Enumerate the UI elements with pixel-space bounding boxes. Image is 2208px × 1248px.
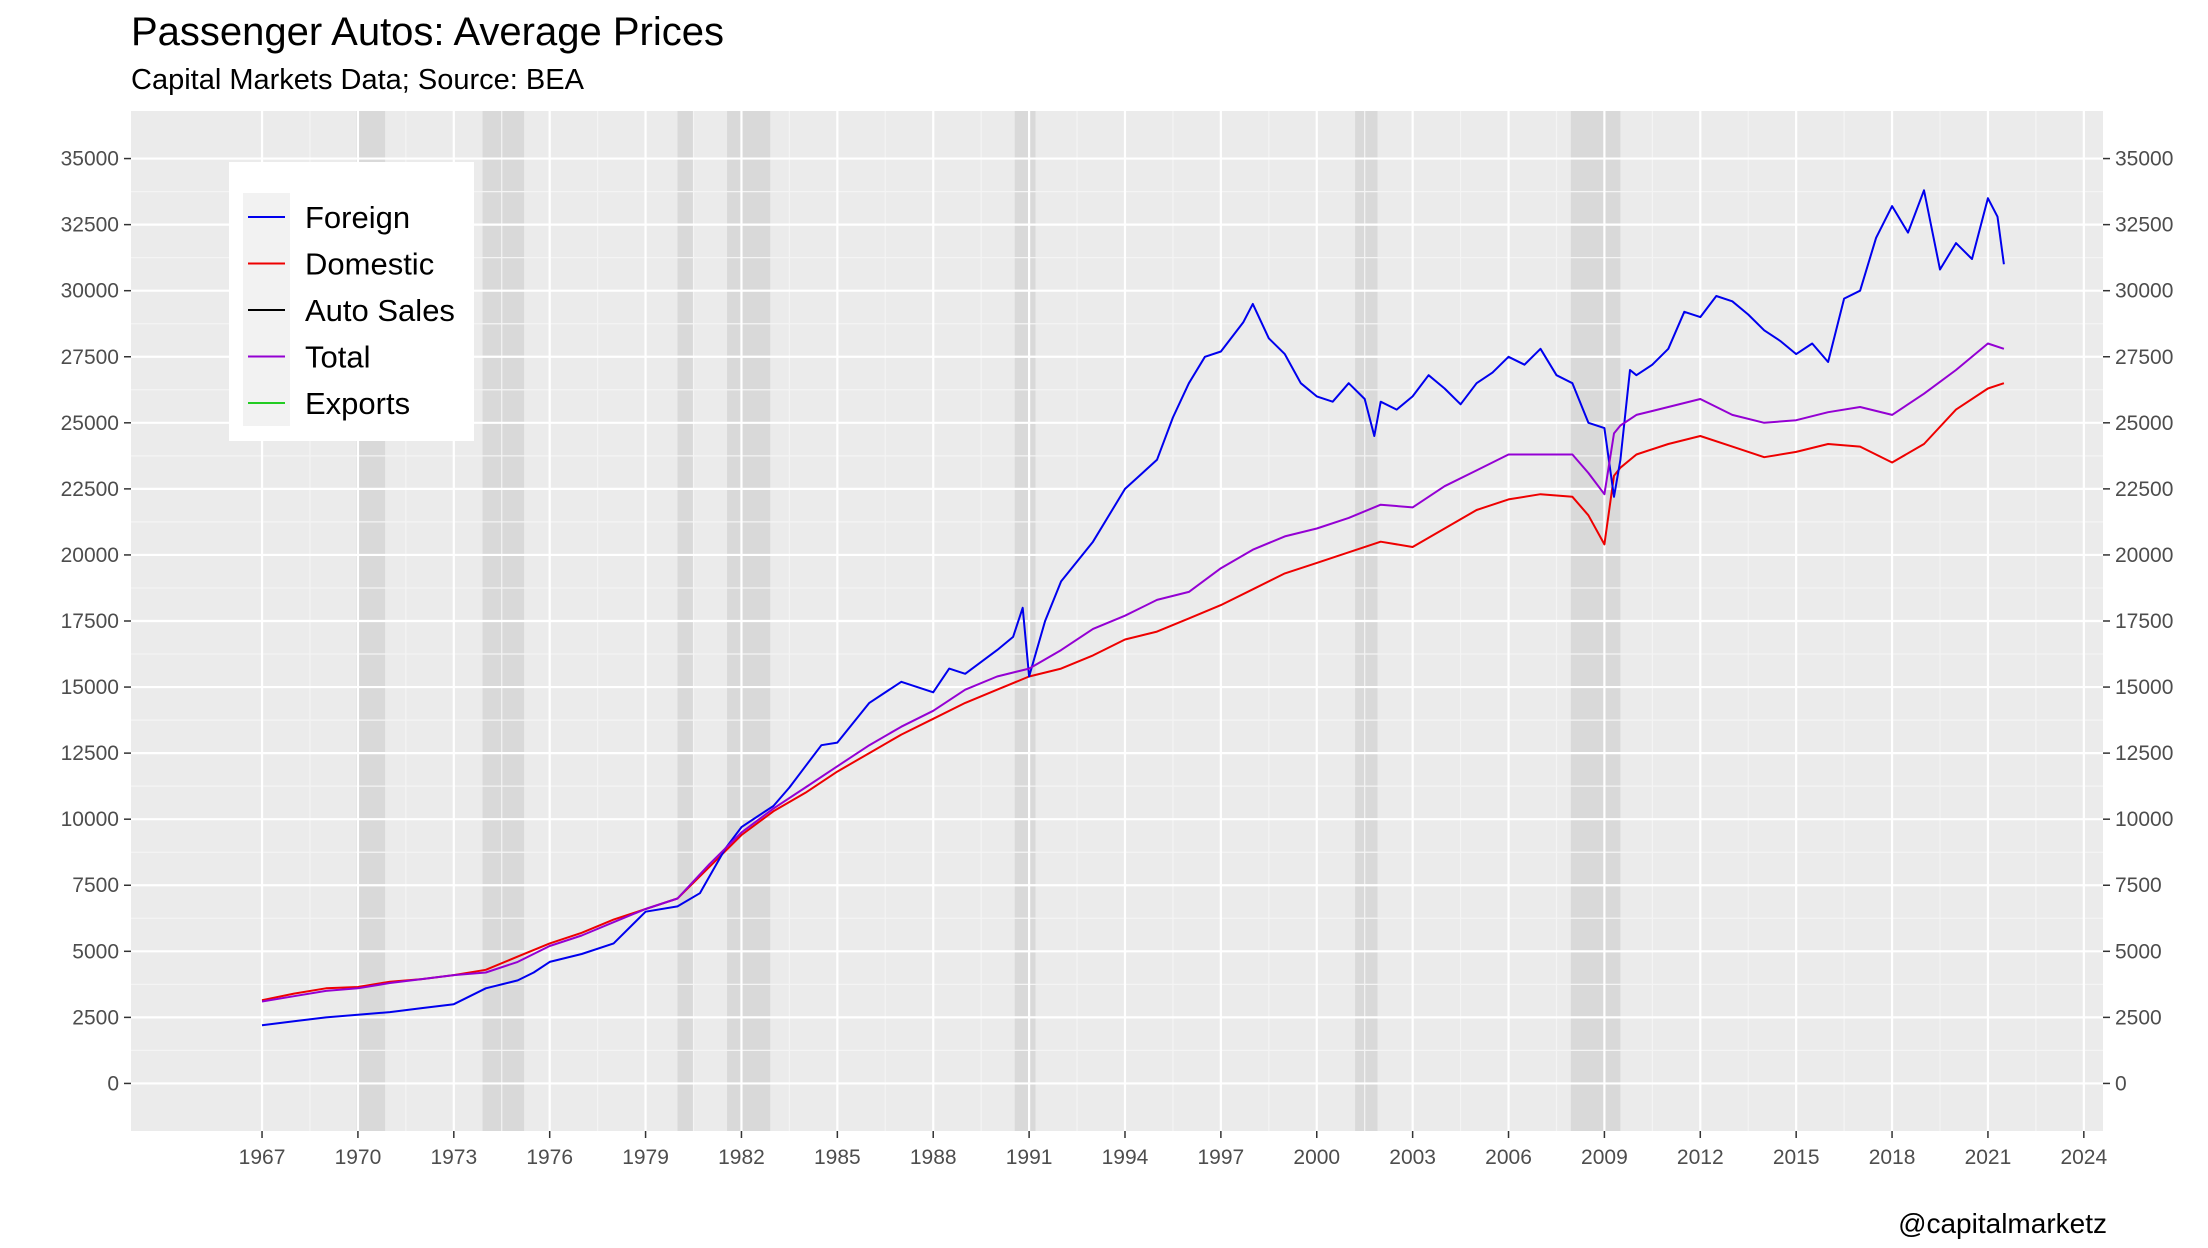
x-tick-label: 2012 <box>1677 1146 1724 1169</box>
x-tick-label: 1997 <box>1198 1146 1245 1169</box>
y-tick-label-right: 5000 <box>2115 940 2162 963</box>
x-tick-label: 1979 <box>622 1146 669 1169</box>
y-tick-label: 2500 <box>72 1006 119 1029</box>
x-tick-label: 1991 <box>1006 1146 1053 1169</box>
x-tick-label: 2021 <box>1965 1146 2012 1169</box>
y-tick-label-right: 20000 <box>2115 544 2173 567</box>
x-tick-label: 1994 <box>1102 1146 1149 1169</box>
y-tick-label-right: 35000 <box>2115 148 2173 171</box>
x-tick-label: 2009 <box>1581 1146 1628 1169</box>
x-tick-label: 1976 <box>526 1146 573 1169</box>
y-tick-label-right: 27500 <box>2115 346 2173 369</box>
y-tick-label: 22500 <box>61 478 119 501</box>
y-tick-label: 15000 <box>61 676 119 699</box>
x-tick-label: 2003 <box>1389 1146 1436 1169</box>
x-tick-label: 1970 <box>335 1146 382 1169</box>
y-tick-label: 17500 <box>61 610 119 633</box>
x-tick-label: 2006 <box>1485 1146 1532 1169</box>
y-axis-left: 0 2500 5000 7500 10000 12500 15000 17500 20000 22… <box>61 148 131 1095</box>
y-axis-right: 0 2500 5000 7500 10000 12500 15000 17500 20000 22… <box>2103 148 2173 1095</box>
series-line-foreign <box>261 189 2005 1027</box>
y-tick-label: 5000 <box>72 940 119 963</box>
x-tick-label: 1985 <box>814 1146 861 1169</box>
chart-title: Passenger Autos: Average Prices <box>131 10 724 54</box>
x-tick-label: 1967 <box>239 1146 286 1169</box>
y-tick-label: 12500 <box>61 742 119 765</box>
series-lines <box>261 189 2005 1027</box>
x-tick-label: 2015 <box>1773 1146 1820 1169</box>
y-tick-label: 25000 <box>61 412 119 435</box>
x-axis: 1967 1970 1973 1976 1979 1982 1985 1988 1991 1994… <box>239 1131 2108 1169</box>
y-tick-label-right: 32500 <box>2115 214 2173 237</box>
y-tick-label-right: 10000 <box>2115 808 2173 831</box>
x-tick-label: 2018 <box>1869 1146 1916 1169</box>
x-tick-label: 1973 <box>430 1146 477 1169</box>
y-tick-label: 7500 <box>72 874 119 897</box>
y-tick-label: 35000 <box>61 148 119 171</box>
y-tick-label-right: 12500 <box>2115 742 2173 765</box>
legend-label: Foreign <box>305 200 410 235</box>
y-tick-label-right: 0 <box>2115 1072 2127 1095</box>
series-line-total <box>261 342 2005 1003</box>
x-tick-label: 1982 <box>718 1146 765 1169</box>
y-tick-label-right: 7500 <box>2115 874 2162 897</box>
series-line-domestic <box>261 382 2005 1002</box>
legend-label: Domestic <box>305 247 434 282</box>
y-tick-label: 20000 <box>61 544 119 567</box>
y-tick-label-right: 2500 <box>2115 1006 2162 1029</box>
y-tick-label-right: 17500 <box>2115 610 2173 633</box>
x-tick-label: 2024 <box>2060 1146 2107 1169</box>
legend-label: Total <box>305 340 370 375</box>
x-tick-label: 1988 <box>910 1146 957 1169</box>
y-tick-label: 0 <box>107 1072 119 1095</box>
chart-subtitle: Capital Markets Data; Source: BEA <box>131 64 584 96</box>
y-tick-label-right: 30000 <box>2115 280 2173 303</box>
y-tick-label-right: 15000 <box>2115 676 2173 699</box>
y-tick-label: 32500 <box>61 214 119 237</box>
y-tick-label: 10000 <box>61 808 119 831</box>
y-tick-label: 30000 <box>61 280 119 303</box>
y-tick-label: 27500 <box>61 346 119 369</box>
y-tick-label-right: 25000 <box>2115 412 2173 435</box>
legend-label: Auto Sales <box>305 293 455 328</box>
chart-caption: @capitalmarketz <box>1898 1208 2107 1239</box>
legend: Foreign Domestic Auto Sales Total Exports <box>229 162 474 441</box>
x-tick-label: 2000 <box>1293 1146 1340 1169</box>
legend-label: Exports <box>305 386 410 421</box>
y-tick-label-right: 22500 <box>2115 478 2173 501</box>
